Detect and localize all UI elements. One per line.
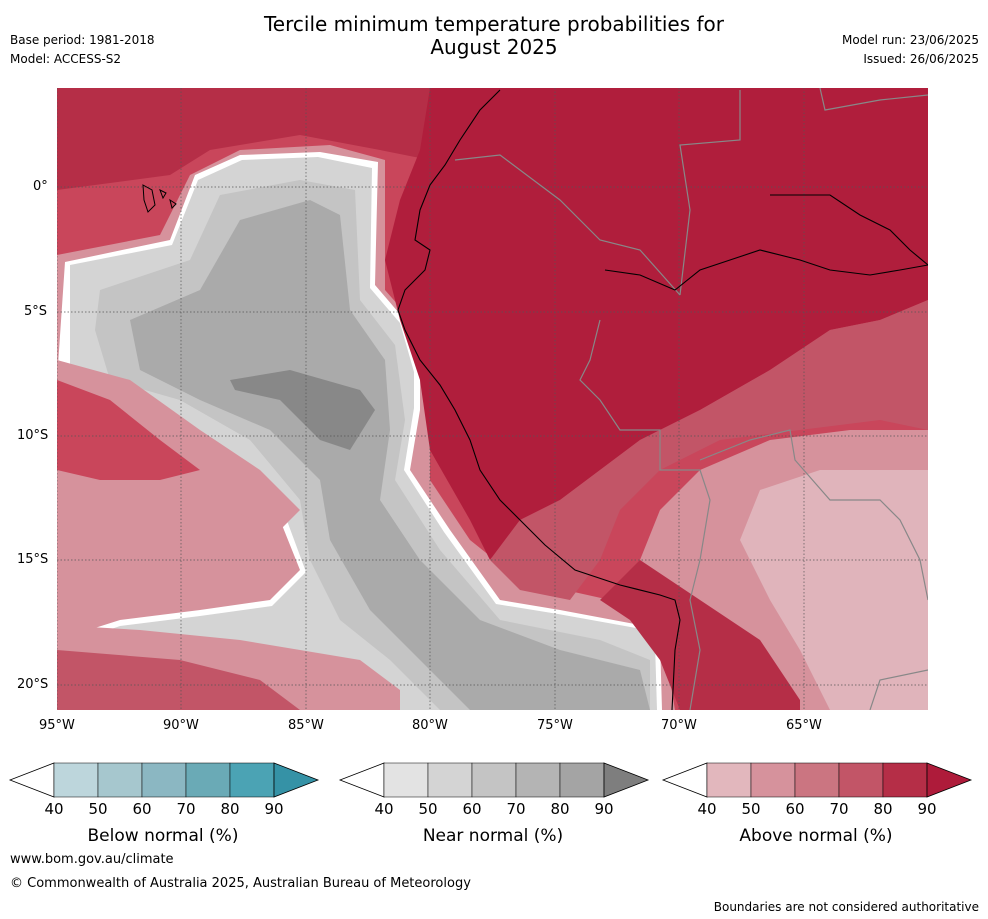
land-above-moderate xyxy=(490,300,928,600)
lon-label-85w: 85°W xyxy=(288,718,324,733)
below-colorbar-segment xyxy=(97,762,143,798)
near-colorbar-tick-label: 60 xyxy=(462,800,482,818)
title-line-2: August 2025 xyxy=(430,35,558,59)
colorbars xyxy=(8,762,973,798)
near-colorbar-high-extend xyxy=(603,762,650,798)
above-colorbar-tick-label: 70 xyxy=(829,800,849,818)
ocean-lower-left-pink xyxy=(57,360,300,530)
near-normal-colorbar xyxy=(338,762,650,798)
below-colorbar-segment xyxy=(229,762,275,798)
above-normal-label: Above normal (%) xyxy=(739,826,893,846)
near-colorbar-segment xyxy=(471,762,517,798)
lon-label-70w: 70°W xyxy=(661,718,697,733)
lat-label-15s: 15°S xyxy=(17,552,49,567)
lat-label-10s: 10°S xyxy=(17,428,49,443)
model-text: Model: ACCESS-S2 xyxy=(10,52,122,66)
ocean-lower-left-red xyxy=(57,380,200,480)
near-colorbar-tick-label: 70 xyxy=(506,800,526,818)
below-colorbar-tick-label: 90 xyxy=(264,800,284,818)
map-title: Tercile minimum temperature probabilitie… xyxy=(0,13,988,59)
above-colorbar-segment xyxy=(794,762,840,798)
land-above-lightest xyxy=(740,470,928,710)
below-colorbar-tick-label: 40 xyxy=(44,800,64,818)
lon-label-90w: 90°W xyxy=(163,718,199,733)
below-colorbar-tick-label: 50 xyxy=(88,800,108,818)
near-colorbar-tick-label: 90 xyxy=(594,800,614,818)
above-colorbar-tick-label: 90 xyxy=(917,800,937,818)
above-colorbar-tick-label: 80 xyxy=(873,800,893,818)
near-normal-darkest xyxy=(230,370,375,450)
lat-label-5s: 5°S xyxy=(24,304,48,319)
above-colorbar-segment xyxy=(706,762,752,798)
below-colorbar-tick-label: 70 xyxy=(176,800,196,818)
land-above-dark xyxy=(385,88,928,560)
copyright-text: © Commonwealth of Australia 2025, Austra… xyxy=(10,876,471,891)
lon-label-95w: 95°W xyxy=(39,718,75,733)
lon-label-65w: 65°W xyxy=(786,718,822,733)
model-run-text: Model run: 23/06/2025 xyxy=(841,33,979,47)
above-normal-colorbar xyxy=(661,762,973,798)
below-colorbar-tick-label: 80 xyxy=(220,800,240,818)
below-colorbar-segment xyxy=(141,762,187,798)
lat-label-0: 0° xyxy=(33,179,48,194)
above-colorbar-segment xyxy=(838,762,884,798)
coastline xyxy=(397,89,928,710)
near-colorbar-segment xyxy=(383,762,429,798)
above-colorbar-tick-label: 40 xyxy=(697,800,717,818)
near-colorbar-tick-label: 50 xyxy=(418,800,438,818)
near-colorbar-segment xyxy=(515,762,561,798)
issued-text: Issued: 26/06/2025 xyxy=(863,52,979,66)
lon-label-75w: 75°W xyxy=(537,718,573,733)
galapagos-islands xyxy=(142,184,177,213)
lon-label-80w: 80°W xyxy=(412,718,448,733)
title-line-1: Tercile minimum temperature probabilitie… xyxy=(263,12,725,36)
near-colorbar-segment xyxy=(559,762,605,798)
near-colorbar-low-extend xyxy=(338,762,385,798)
above-colorbar-segment xyxy=(750,762,796,798)
lat-label-20s: 20°S xyxy=(17,677,49,692)
below-colorbar-high-extend xyxy=(273,762,320,798)
below-colorbar-segment xyxy=(185,762,231,798)
graticule xyxy=(57,88,928,710)
near-colorbar-tick-label: 40 xyxy=(374,800,394,818)
website-link[interactable]: www.bom.gov.au/climate xyxy=(10,852,174,867)
ocean-bottom-red xyxy=(57,650,300,710)
below-normal-colorbar xyxy=(8,762,320,798)
below-colorbar-low-extend xyxy=(8,762,55,798)
andes-dark-band xyxy=(600,560,800,710)
above-colorbar-tick-label: 60 xyxy=(785,800,805,818)
near-normal-dark xyxy=(130,200,650,710)
near-colorbar-segment xyxy=(427,762,473,798)
country-borders xyxy=(454,88,928,710)
below-colorbar-segment xyxy=(53,762,99,798)
below-normal-label: Below normal (%) xyxy=(87,826,239,846)
near-colorbar-tick-label: 80 xyxy=(550,800,570,818)
above-colorbar-segment xyxy=(882,762,928,798)
ocean-above-dark xyxy=(57,88,430,190)
disclaimer-text: Boundaries are not considered authoritat… xyxy=(713,900,979,914)
above-colorbar-high-extend xyxy=(926,762,973,798)
base-period-text: Base period: 1981-2018 xyxy=(10,33,155,47)
below-colorbar-tick-label: 60 xyxy=(132,800,152,818)
near-normal-label: Near normal (%) xyxy=(422,826,564,846)
above-colorbar-low-extend xyxy=(661,762,708,798)
above-colorbar-tick-label: 50 xyxy=(741,800,761,818)
